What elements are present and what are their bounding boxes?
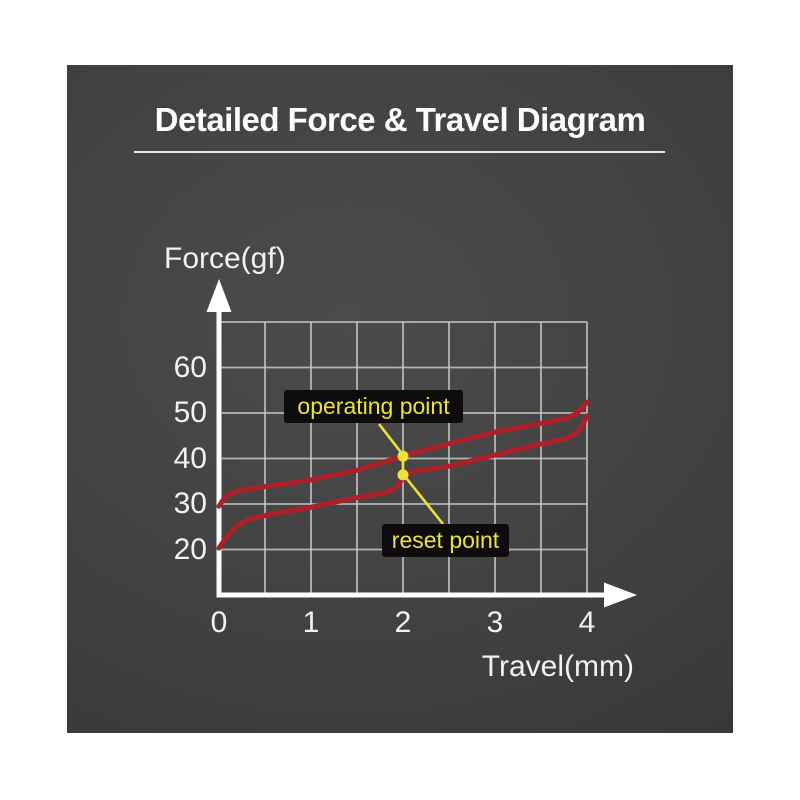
x-axis-label: Travel(mm) [481, 650, 634, 683]
x-tick-2: 2 [394, 606, 412, 639]
page-title: Detailed Force & Travel Diagram [154, 101, 646, 138]
title-underline [134, 151, 665, 153]
x-tick-3: 3 [486, 606, 504, 639]
y-tick-60: 60 [173, 351, 207, 384]
x-tick-4: 4 [578, 606, 596, 639]
y-axis-arrow-icon [206, 279, 232, 312]
press-force-curve [216, 399, 590, 509]
grid-lines [218, 321, 588, 595]
operating-point-dot [397, 450, 409, 462]
y-tick-30: 30 [173, 487, 207, 520]
x-tick-0: 0 [210, 606, 228, 639]
y-tick-20: 20 [173, 533, 207, 566]
x-axis-arrow-icon [604, 582, 637, 608]
y-axis-label: Force(gf) [164, 242, 286, 275]
y-tick-50: 50 [173, 396, 207, 429]
release-force-curve [216, 413, 590, 551]
x-tick-1: 1 [302, 606, 320, 639]
y-tick-40: 40 [173, 442, 207, 475]
reset-point-dot [397, 469, 409, 481]
operating-point-label: operating point [284, 390, 463, 423]
callout-leader-line [377, 423, 445, 525]
reset-point-label: reset point [382, 524, 509, 557]
